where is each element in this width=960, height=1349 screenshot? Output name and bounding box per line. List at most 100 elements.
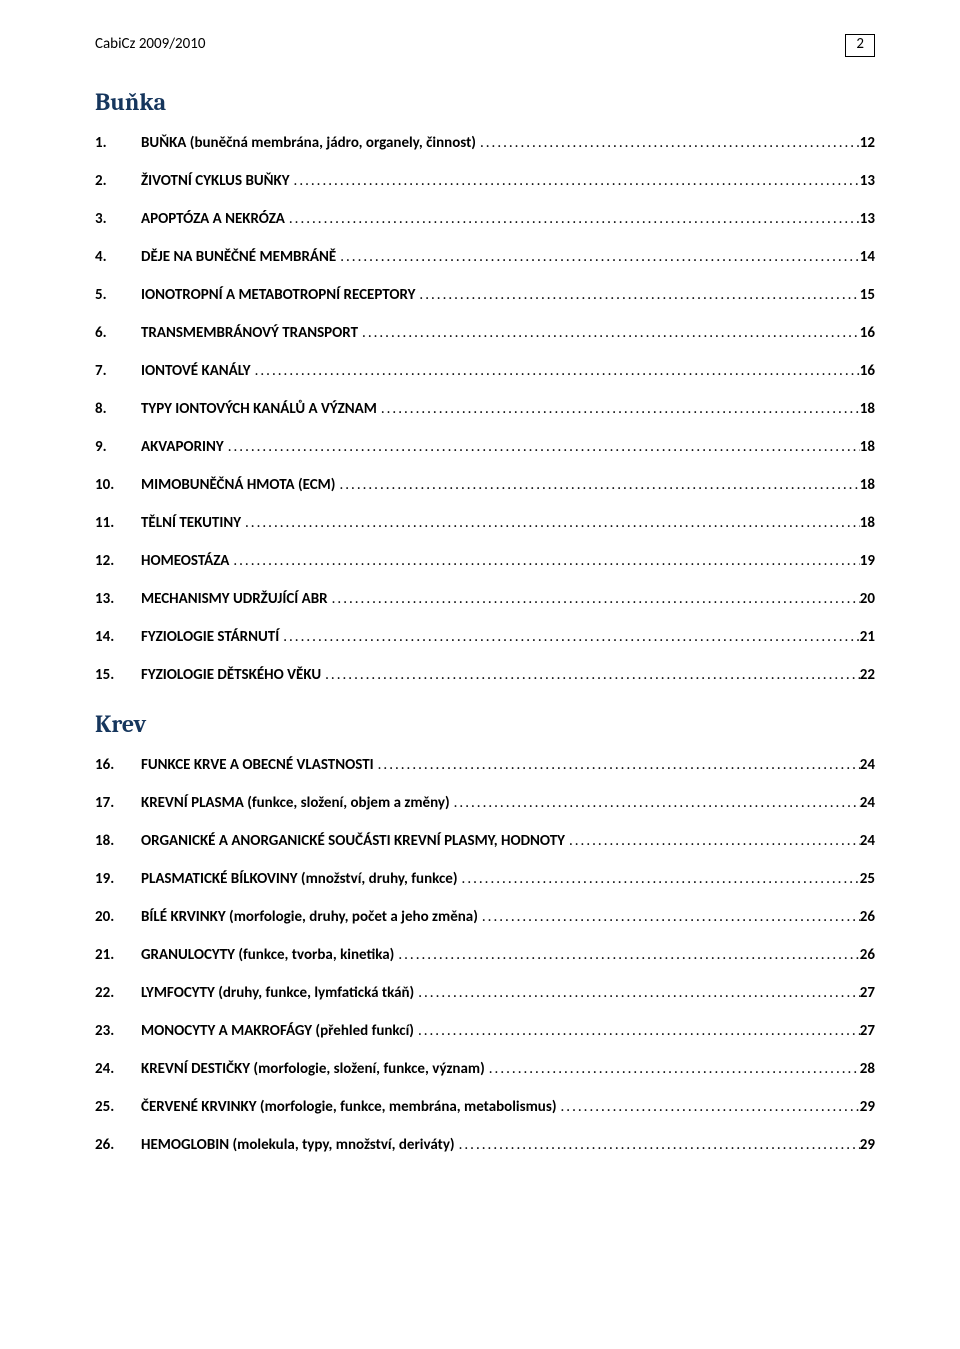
toc-item-title: MONOCYTY A MAKROFÁGY (přehled funkcí) [141, 1022, 414, 1040]
toc-item-page: 16 [860, 324, 875, 342]
toc-item-page: 28 [860, 1060, 875, 1078]
toc-item-page: 20 [860, 590, 875, 608]
toc-leader-dots [290, 172, 860, 190]
toc-item-number: 23. [95, 1022, 141, 1040]
toc-item-title: GRANULOCYTY (funkce, tvorba, kinetika) [141, 946, 394, 964]
toc-item-title: LYMFOCYTY (druhy, funkce, lymfatická tká… [141, 984, 414, 1002]
toc-item-title: MECHANISMY UDRŽUJÍCÍ ABR [141, 590, 328, 608]
toc-item-title: ORGANICKÉ A ANORGANICKÉ SOUČÁSTI KREVNÍ … [141, 832, 565, 850]
toc-row: 16.FUNKCE KRVE A OBECNÉ VLASTNOSTI24 [95, 756, 875, 774]
toc-row: 21.GRANULOCYTY (funkce, tvorba, kinetika… [95, 946, 875, 964]
toc-leader-dots [476, 134, 860, 152]
toc-item-number: 5. [95, 286, 141, 304]
toc-item-page: 21 [860, 628, 875, 646]
toc-item-number: 15. [95, 666, 141, 684]
toc-item-number: 26. [95, 1136, 141, 1154]
toc-leader-dots [279, 628, 860, 646]
toc-list: 16.FUNKCE KRVE A OBECNÉ VLASTNOSTI24 17.K… [95, 756, 875, 1154]
toc-row: 23.MONOCYTY A MAKROFÁGY (přehled funkcí)… [95, 1022, 875, 1040]
toc-item-title: KREVNÍ PLASMA (funkce, složení, objem a … [141, 794, 450, 812]
toc-item-page: 18 [860, 514, 875, 532]
toc-leader-dots [414, 984, 860, 1002]
toc-leader-dots [478, 908, 860, 926]
toc-item-title: TYPY IONTOVÝCH KANÁLŮ A VÝZNAM [141, 400, 377, 418]
toc-row: 22.LYMFOCYTY (druhy, funkce, lymfatická … [95, 984, 875, 1002]
toc-row: 14.FYZIOLOGIE STÁRNUTÍ 21 [95, 628, 875, 646]
toc-row: 26.HEMOGLOBIN (molekula, typy, množství,… [95, 1136, 875, 1154]
toc-row: 1.BUŇKA (buněčná membrána, jádro, organe… [95, 134, 875, 152]
toc-row: 3.APOPTÓZA A NEKRÓZA 13 [95, 210, 875, 228]
toc-item-number: 19. [95, 870, 141, 888]
toc-item-page: 14 [860, 248, 875, 266]
toc-row: 5.IONOTROPNÍ A METABOTROPNÍ RECEPTORY 15 [95, 286, 875, 304]
toc-row: 19.PLASMATICKÉ BÍLKOVINY (množství, druh… [95, 870, 875, 888]
toc-leader-dots [485, 1060, 860, 1078]
toc-item-number: 22. [95, 984, 141, 1002]
toc-item-number: 10. [95, 476, 141, 494]
toc-item-title: IONTOVÉ KANÁLY [141, 362, 251, 380]
toc-item-title: IONOTROPNÍ A METABOTROPNÍ RECEPTORY [141, 286, 415, 304]
toc-item-page: 29 [860, 1136, 875, 1154]
toc-leader-dots [321, 666, 860, 684]
toc-item-title: TRANSMEMBRÁNOVÝ TRANSPORT [141, 324, 358, 342]
page: CabiCz 2009/2010 2 Buňka1.BUŇKA (buněčná… [0, 0, 960, 1349]
toc-item-title: FYZIOLOGIE STÁRNUTÍ [141, 628, 279, 646]
toc-item-page: 24 [860, 832, 875, 850]
header-left-text: CabiCz 2009/2010 [95, 35, 205, 53]
toc-leader-dots [374, 756, 860, 774]
toc-item-number: 3. [95, 210, 141, 228]
toc-leader-dots [565, 832, 860, 850]
toc-row: 12.HOMEOSTÁZA19 [95, 552, 875, 570]
toc-row: 2.ŽIVOTNÍ CYKLUS BUŇKY13 [95, 172, 875, 190]
toc-item-page: 19 [860, 552, 875, 570]
toc-item-number: 16. [95, 756, 141, 774]
toc-row: 6.TRANSMEMBRÁNOVÝ TRANSPORT 16 [95, 324, 875, 342]
toc-item-number: 4. [95, 248, 141, 266]
toc-item-title: TĚLNÍ TEKUTINY [141, 514, 241, 532]
toc-leader-dots [414, 1022, 860, 1040]
toc-row: 17.KREVNÍ PLASMA (funkce, složení, objem… [95, 794, 875, 812]
toc-item-page: 18 [860, 438, 875, 456]
toc-row: 7.IONTOVÉ KANÁLY16 [95, 362, 875, 380]
toc-item-title: APOPTÓZA A NEKRÓZA [141, 210, 285, 228]
section-title: Krev [95, 710, 875, 738]
toc-item-title: AKVAPORINY [141, 438, 224, 456]
toc-item-number: 1. [95, 134, 141, 152]
toc-item-page: 15 [860, 286, 875, 304]
toc-item-page: 12 [860, 134, 875, 152]
toc-item-title: HEMOGLOBIN (molekula, typy, množství, de… [141, 1136, 455, 1154]
toc-item-number: 13. [95, 590, 141, 608]
toc-item-title: FYZIOLOGIE DĚTSKÉHO VĚKU [141, 666, 321, 684]
toc-item-number: 18. [95, 832, 141, 850]
toc-leader-dots [455, 1136, 860, 1154]
toc-item-page: 22 [860, 666, 875, 684]
toc-row: 8.TYPY IONTOVÝCH KANÁLŮ A VÝZNAM18 [95, 400, 875, 418]
page-header: CabiCz 2009/2010 2 [95, 34, 875, 62]
toc-item-page: 25 [860, 870, 875, 888]
toc-item-number: 6. [95, 324, 141, 342]
toc-leader-dots [285, 210, 860, 228]
toc-item-title: DĚJE NA BUNĚČNÉ MEMBRÁNĚ [141, 248, 336, 266]
toc-item-number: 24. [95, 1060, 141, 1078]
toc-item-number: 14. [95, 628, 141, 646]
toc-row: 11.TĚLNÍ TEKUTINY18 [95, 514, 875, 532]
toc-leader-dots [336, 248, 860, 266]
toc-leader-dots [241, 514, 860, 532]
toc-item-number: 2. [95, 172, 141, 190]
toc-item-title: BÍLÉ KRVINKY (morfologie, druhy, počet a… [141, 908, 478, 926]
toc-item-number: 9. [95, 438, 141, 456]
toc-item-number: 12. [95, 552, 141, 570]
toc-item-title: BUŇKA (buněčná membrána, jádro, organely… [141, 134, 476, 152]
toc-item-number: 20. [95, 908, 141, 926]
toc-item-page: 18 [860, 476, 875, 494]
toc-row: 15.FYZIOLOGIE DĚTSKÉHO VĚKU 22 [95, 666, 875, 684]
toc-row: 24.KREVNÍ DESTIČKY (morfologie, složení,… [95, 1060, 875, 1078]
toc-row: 20.BÍLÉ KRVINKY (morfologie, druhy, poče… [95, 908, 875, 926]
toc-item-page: 29 [860, 1098, 875, 1116]
toc-item-page: 27 [860, 984, 875, 1002]
toc-leader-dots [394, 946, 859, 964]
toc-row: 4.DĚJE NA BUNĚČNÉ MEMBRÁNĚ 14 [95, 248, 875, 266]
toc-item-page: 26 [860, 908, 875, 926]
toc-item-page: 13 [860, 210, 875, 228]
toc-container: Buňka1.BUŇKA (buněčná membrána, jádro, o… [95, 88, 875, 1154]
